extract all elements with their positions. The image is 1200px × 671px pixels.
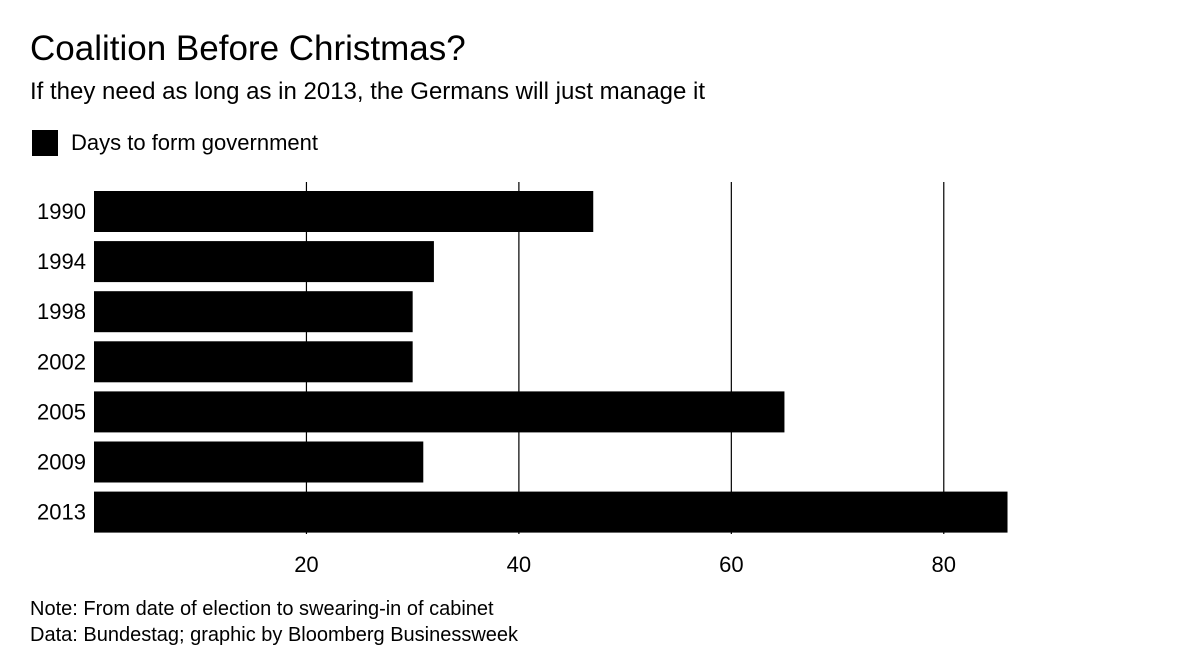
x-tick-label-20: 20 <box>294 552 318 577</box>
chart-subtitle: If they need as long as in 2013, the Ger… <box>30 78 706 105</box>
legend-swatch <box>32 130 58 156</box>
bar-2009 <box>94 441 424 483</box>
chart-title: Coalition Before Christmas? <box>30 29 466 68</box>
x-tick-label-60: 60 <box>719 552 743 577</box>
category-label-1990: 1990 <box>37 199 86 224</box>
x-tick-labels: 20 40 60 80 <box>294 552 956 577</box>
category-label-2005: 2005 <box>37 399 86 424</box>
bar-chart: 1990 1994 1998 2002 2005 2009 2013 20 40 60 80 <box>37 182 1008 577</box>
footnote-note: Note: From date of election to swearing-… <box>30 598 494 620</box>
bar-1998 <box>94 291 413 333</box>
chart-legend: Days to form government <box>32 128 318 158</box>
bars <box>94 191 1008 533</box>
bar-2013 <box>94 491 1008 533</box>
category-label-2013: 2013 <box>37 500 86 525</box>
bar-2005 <box>94 391 785 433</box>
bar-1994 <box>94 241 434 283</box>
legend-label: Days to form government <box>71 130 318 155</box>
footnote-source: Data: Bundestag; graphic by Bloomberg Bu… <box>30 624 519 646</box>
x-tick-label-40: 40 <box>507 552 531 577</box>
category-label-2009: 2009 <box>37 450 86 475</box>
chart-footnotes: Note: From date of election to swearing-… <box>30 596 518 648</box>
x-tick-label-80: 80 <box>932 552 956 577</box>
bar-2002 <box>94 341 413 383</box>
category-labels: 1990 1994 1998 2002 2005 2009 2013 <box>37 199 86 525</box>
category-label-1998: 1998 <box>37 299 86 324</box>
category-label-2002: 2002 <box>37 349 86 374</box>
category-label-1994: 1994 <box>37 249 86 274</box>
bar-1990 <box>94 191 594 232</box>
